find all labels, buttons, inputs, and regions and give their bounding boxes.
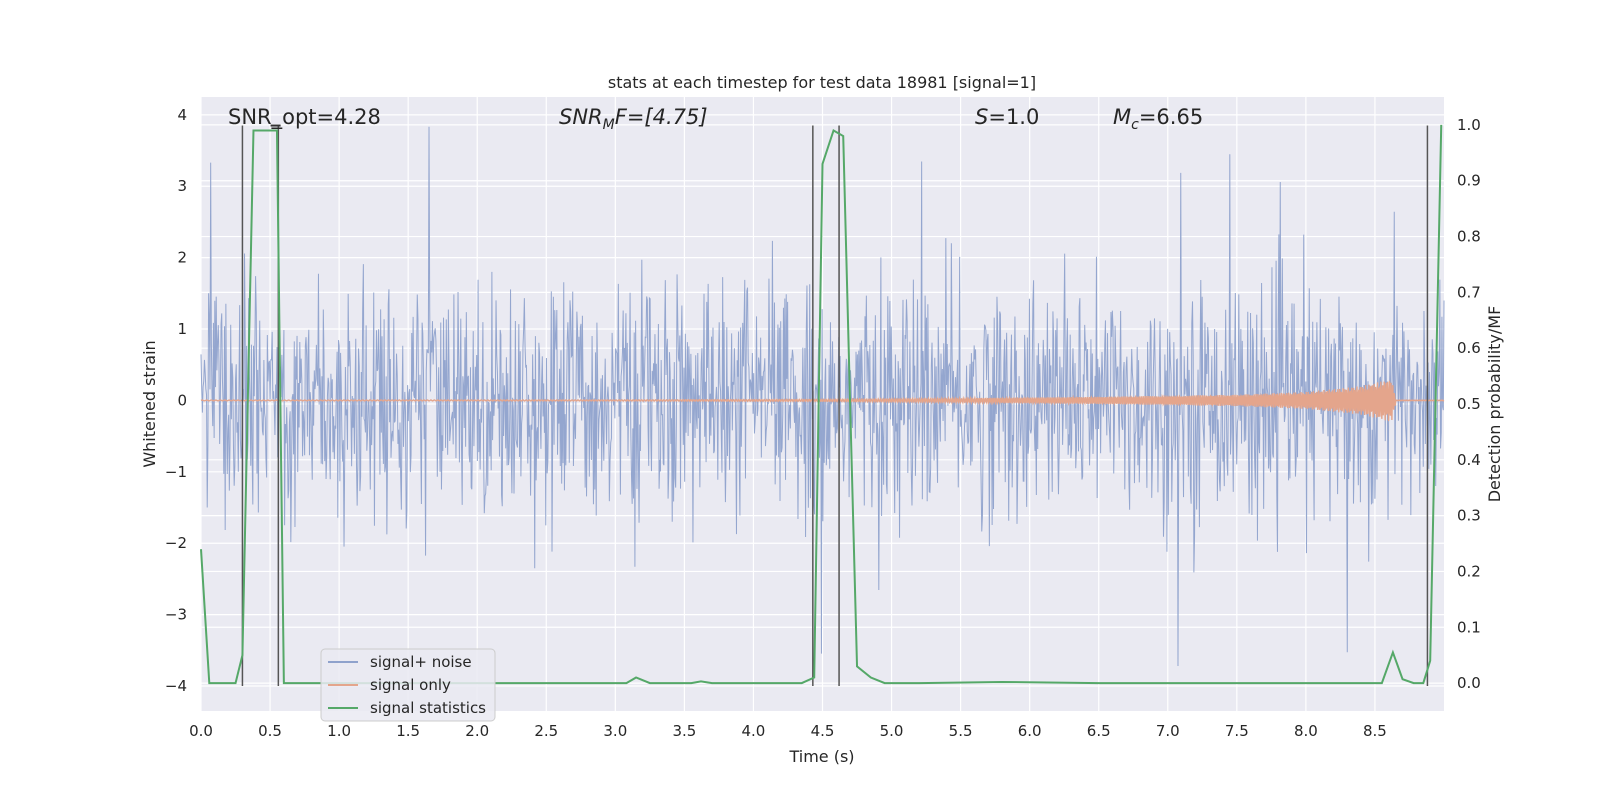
y-tick-right-label: 0.3: [1457, 507, 1481, 525]
x-tick-label: 8.5: [1363, 722, 1387, 740]
x-tick-label: 1.0: [327, 722, 351, 740]
annotation-s-label: S: [975, 105, 988, 129]
y-tick-left-label: −3: [165, 606, 187, 624]
y-tick-right-label: 0.6: [1457, 339, 1481, 357]
y-ticks-left: −4 −3 −2 −1 0 1 2 3 4: [165, 106, 187, 695]
x-axis-label: Time (s): [788, 747, 854, 766]
x-tick-label: 4.5: [811, 722, 835, 740]
y-tick-left-label: 4: [177, 106, 187, 124]
y-tick-left-label: 0: [177, 391, 187, 409]
y-tick-right-label: 0.4: [1457, 451, 1481, 469]
legend: signal+ noise signal only signal statist…: [320, 648, 496, 722]
legend-label-noise: signal+ noise: [370, 653, 472, 671]
y-tick-left-label: 1: [177, 320, 187, 338]
annotation-mc-sub: c: [1131, 117, 1139, 133]
annotation-mc: Mc=6.65: [1113, 105, 1203, 133]
y-tick-right-label: 0.9: [1457, 172, 1481, 190]
x-tick-label: 8.0: [1294, 722, 1318, 740]
annotation-s: S=1.0: [975, 105, 1039, 129]
x-tick-label: 2.0: [465, 722, 489, 740]
x-tick-label: 3.0: [603, 722, 627, 740]
legend-box: [320, 648, 496, 722]
y-tick-right-label: 0.8: [1457, 228, 1481, 246]
annotation-snr-mf: SNRMF=[4.75]: [559, 105, 708, 133]
y-tick-right-label: 0.1: [1457, 618, 1481, 636]
annotation-mc-value: =6.65: [1139, 105, 1203, 129]
x-tick-label: 2.5: [534, 722, 558, 740]
x-tick-label: 1.5: [396, 722, 420, 740]
y-tick-left-label: −2: [165, 534, 187, 552]
x-tick-label: 5.5: [949, 722, 973, 740]
x-ticks: 0.0 0.5 1.0 1.5 2.0 2.5 3.0 3.5 4.0 4.5 5.0 5.5 6.0 6…: [189, 722, 1387, 740]
signal-noise-series: [200, 126, 1445, 667]
annotation-s-value: =1.0: [988, 105, 1039, 129]
x-tick-label: 0.0: [189, 722, 213, 740]
x-tick-label: 5.0: [880, 722, 904, 740]
signal-statistics-series: [200, 124, 1443, 685]
annotation-snr-mf-tail: F=[4.75]: [615, 105, 708, 129]
x-tick-label: 3.5: [672, 722, 696, 740]
y-tick-left-label: −4: [165, 677, 187, 695]
signal-only-series: [200, 380, 1445, 422]
y-ticks-right: 0.0 0.1 0.2 0.3 0.4 0.5 0.6 0.7 0.8 0.9 1.0: [1457, 116, 1481, 692]
annotation-snr-opt: SNR_opt=4.28: [228, 105, 381, 130]
legend-label-stats: signal statistics: [370, 699, 486, 717]
x-tick-label: 4.0: [742, 722, 766, 740]
y-tick-right-label: 0.0: [1457, 674, 1481, 692]
y-tick-right-label: 1.0: [1457, 116, 1481, 134]
x-tick-label: 6.5: [1087, 722, 1111, 740]
noise-line: [200, 126, 1445, 667]
annotation-snr-mf-label: SNR: [559, 105, 603, 129]
y-axis-right-label: Detection probability/MF: [1485, 306, 1504, 503]
x-tick-label: 7.0: [1156, 722, 1180, 740]
stats-line: [200, 124, 1443, 685]
chart-title: stats at each timestep for test data 189…: [608, 73, 1036, 92]
x-tick-label: 6.0: [1018, 722, 1042, 740]
signal-line: [200, 380, 1445, 422]
annotation-mc-label: M: [1113, 105, 1131, 129]
y-tick-left-label: 3: [177, 177, 187, 195]
detection-markers: [241, 124, 1429, 687]
legend-label-signal: signal only: [370, 676, 451, 694]
y-tick-left-label: 2: [177, 249, 187, 267]
y-tick-right-label: 0.5: [1457, 395, 1481, 413]
y-tick-left-label: −1: [165, 463, 187, 481]
y-axis-left-label: Whitened strain: [140, 340, 159, 467]
annotation-snr-mf-sub: M: [603, 117, 615, 133]
y-tick-right-label: 0.2: [1457, 562, 1481, 580]
y-tick-right-label: 0.7: [1457, 283, 1481, 301]
x-tick-label: 7.5: [1225, 722, 1249, 740]
x-tick-label: 0.5: [258, 722, 282, 740]
